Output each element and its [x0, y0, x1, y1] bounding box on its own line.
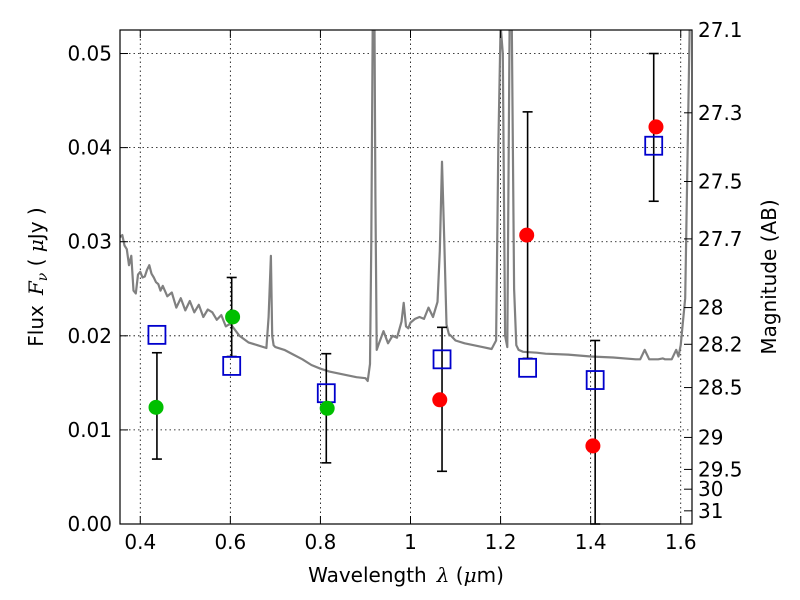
x-axis-unit-close: m): [477, 563, 504, 587]
y2-tick-label: 27.1: [698, 18, 743, 42]
x-axis-label: Wavelength λ (μm): [308, 563, 504, 587]
spectrum-series: [120, 30, 691, 383]
y-axis-unit-mu: μ: [24, 239, 48, 252]
y2-tick-label: 27.5: [698, 169, 743, 193]
x-tick-label: 1.2: [485, 530, 517, 554]
observed-point-marker: [319, 400, 335, 416]
spectrum-line: [120, 30, 691, 383]
grid: [120, 30, 692, 525]
x-axis-unit-open: (: [449, 563, 463, 587]
x-axis-symbol: λ: [436, 563, 450, 587]
y-tick-label: 0.00: [67, 512, 112, 536]
model-square-marker: [147, 324, 167, 345]
y-axis-unit-close: Jy ): [24, 207, 48, 241]
x-tick-label: 0.4: [124, 530, 156, 554]
y-axis-unit-open: (: [24, 252, 48, 273]
model-squares: [147, 135, 664, 404]
y2-tick-label: 27.7: [698, 227, 743, 251]
model-square-marker: [518, 357, 538, 378]
y2-tick-label: 31: [698, 499, 723, 523]
x-tick-label: 0.6: [214, 530, 246, 554]
x-tick-label: 1: [404, 530, 417, 554]
y-axis-label-text: Flux: [24, 305, 48, 347]
y-tick-label: 0.03: [67, 230, 112, 254]
y-axis-symbol-sub: ν: [35, 272, 51, 281]
x-tick-label: 1.4: [575, 530, 607, 554]
observed-point-marker: [585, 438, 601, 454]
axis-ticks: 0.4 0.6 0.8 1 1.2 1.4 1.6 0.00 0.01 0.02 0.03 0.04 0…: [67, 18, 742, 554]
y-tick-label: 0.02: [67, 324, 112, 348]
model-square-marker: [585, 370, 605, 390]
y-axis-label: Flux Fν ( μJy ): [24, 207, 51, 346]
observed-point-marker: [648, 119, 664, 135]
observed-point-marker: [225, 309, 241, 325]
error-bars: [151, 52, 659, 525]
observed-point-marker: [432, 392, 448, 408]
y-axis-symbol: F: [24, 280, 48, 296]
y-tick-label: 0.01: [67, 418, 112, 442]
x-axis-unit-mu: μ: [464, 563, 477, 587]
y2-tick-label: 30: [698, 477, 723, 501]
x-axis-label-text: Wavelength: [308, 563, 427, 587]
y2-tick-label: 27.3: [698, 101, 743, 125]
y-tick-label: 0.05: [67, 42, 112, 66]
y2-tick-label: 28.2: [698, 332, 743, 356]
observed-point-marker: [519, 227, 535, 243]
y2-tick-label: 28.5: [698, 376, 743, 400]
y2-axis-label: Magnitude (AB): [757, 199, 781, 354]
y2-tick-label: 28: [698, 296, 723, 320]
plot-frame: [119, 29, 693, 525]
y2-tick-label: 29: [698, 425, 723, 449]
model-square-marker: [222, 356, 242, 376]
y-tick-label: 0.04: [67, 136, 112, 160]
model-square-marker: [432, 349, 452, 370]
model-square-marker: [644, 135, 664, 156]
x-tick-label: 0.8: [305, 530, 337, 554]
y2-tick-label: 29.5: [698, 457, 743, 481]
observed-point-marker: [148, 399, 164, 415]
x-tick-label: 1.6: [665, 530, 697, 554]
observed-points: [148, 119, 664, 454]
